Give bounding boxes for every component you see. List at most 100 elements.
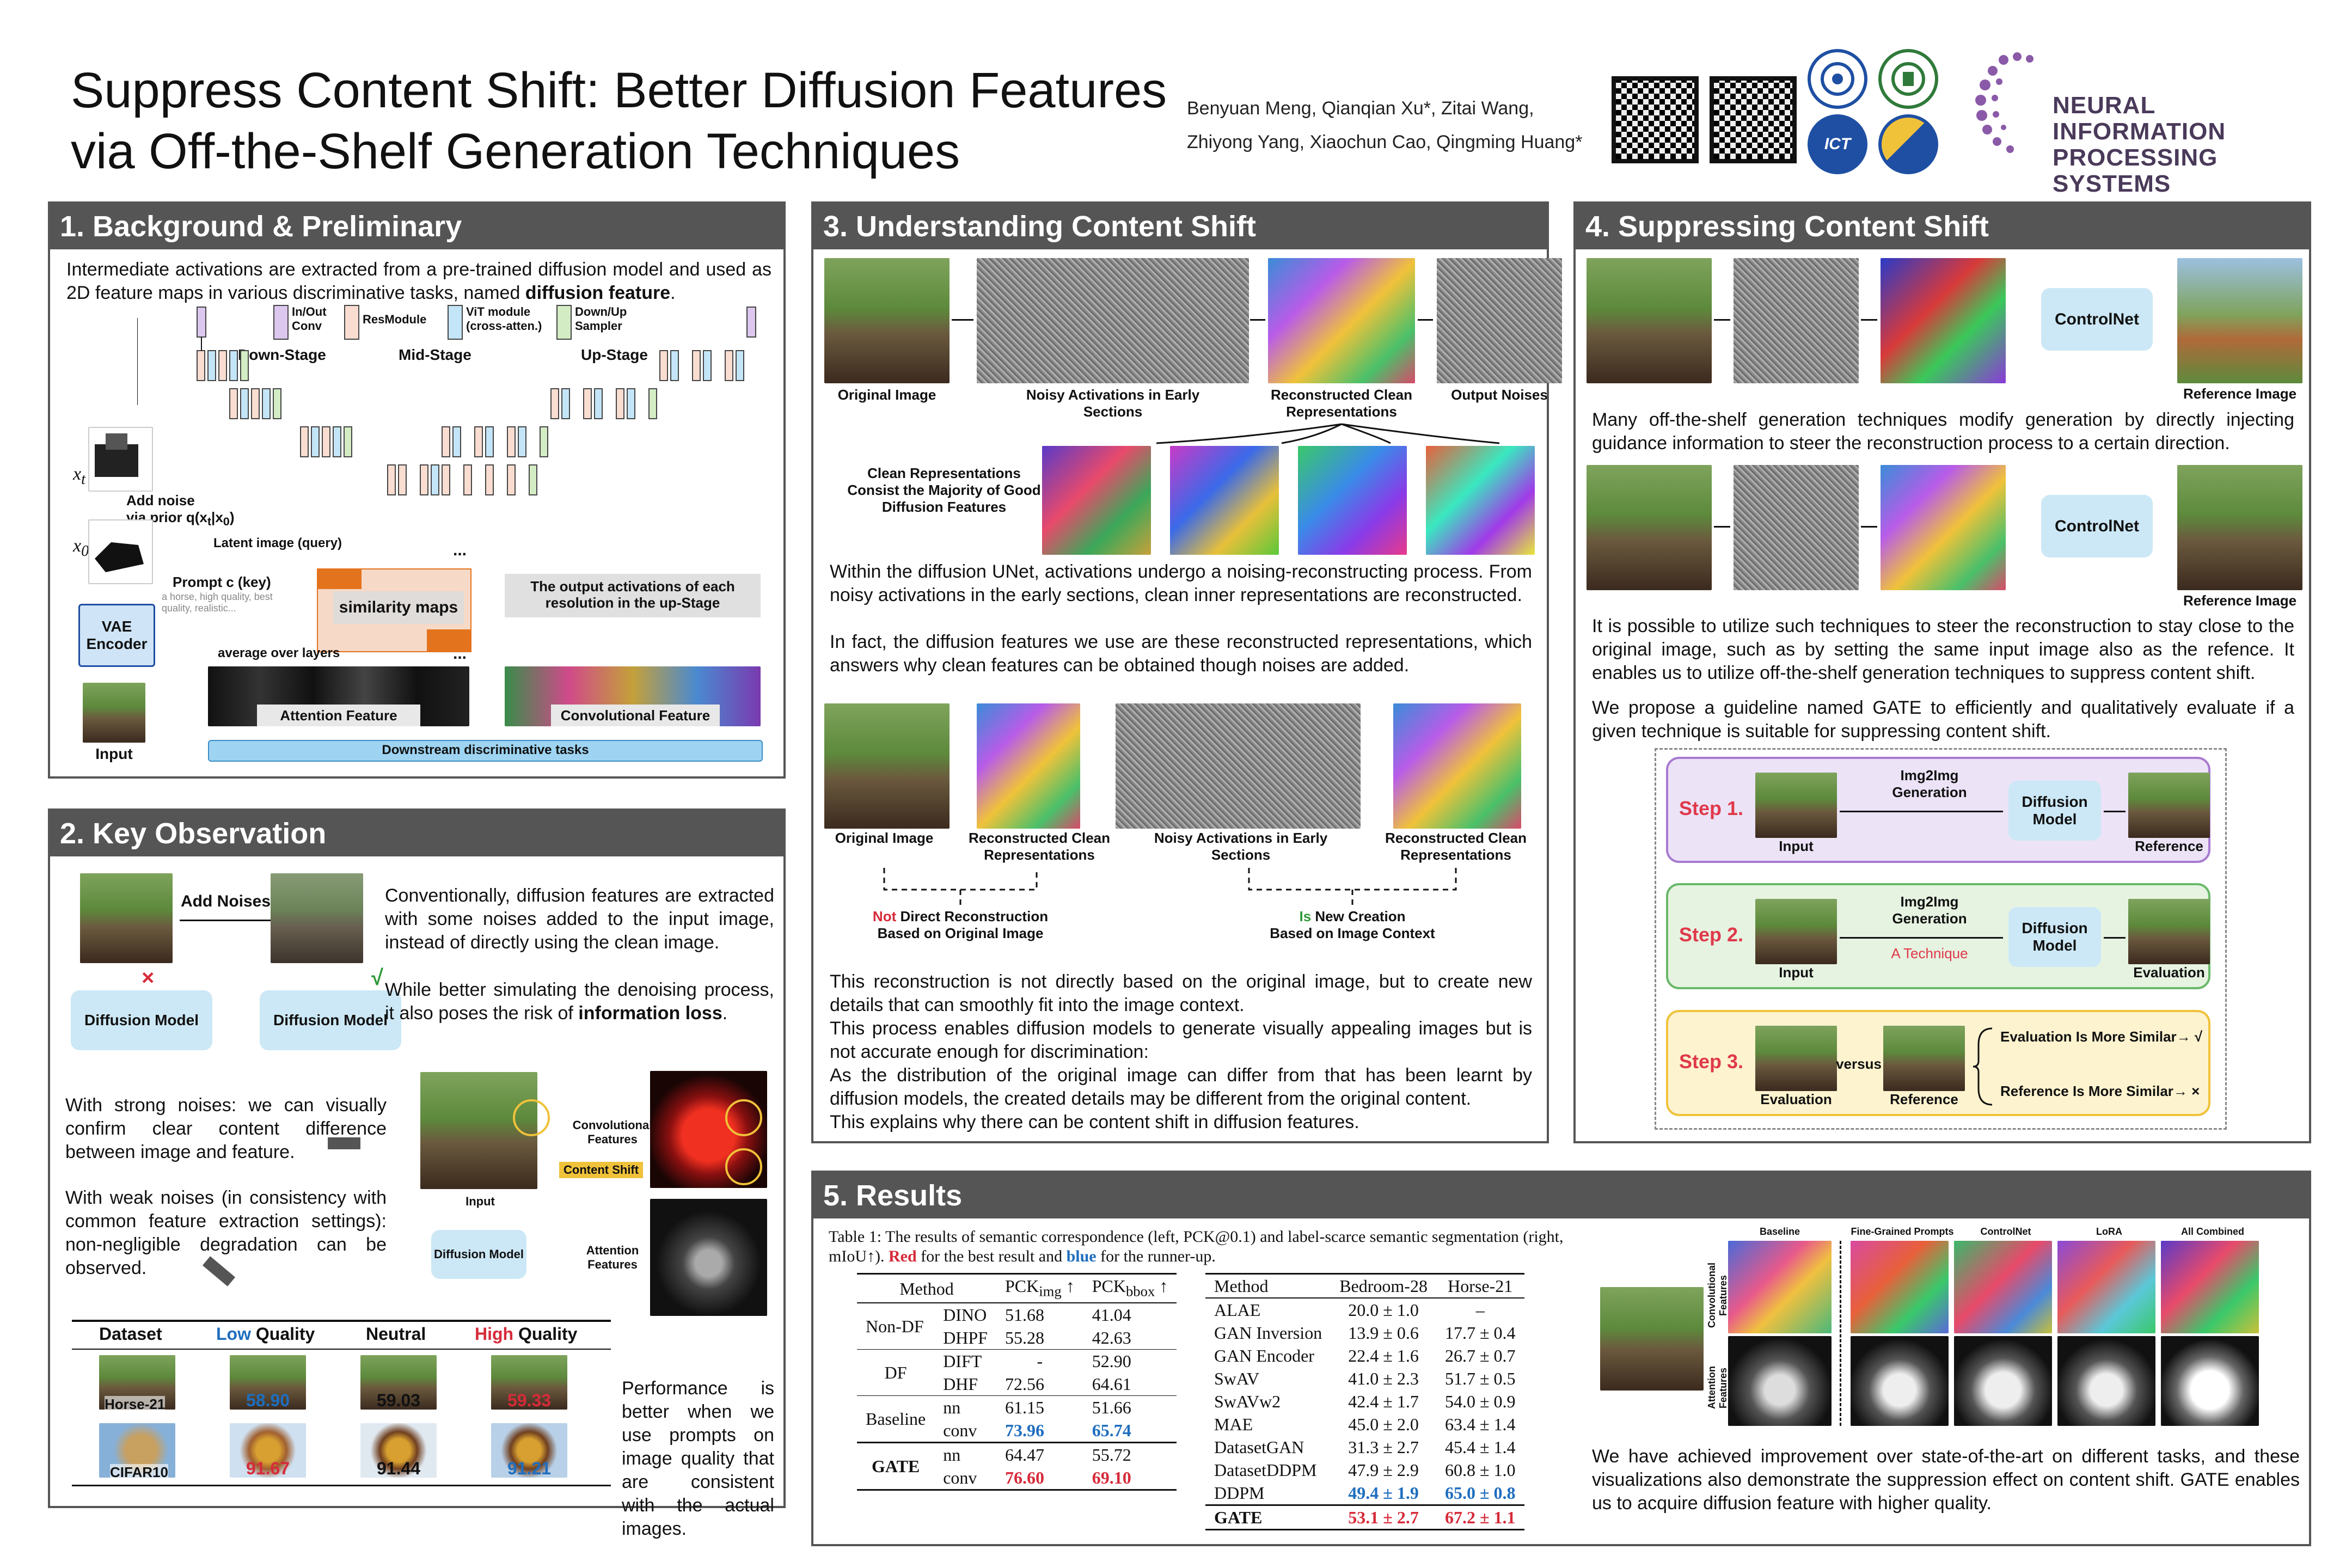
s4-noisy-2 — [1734, 465, 1859, 590]
conv-features-label: Convolutional Features — [572, 1118, 653, 1146]
diffusion-model-box-1: Diffusion Model — [71, 990, 212, 1050]
pck-value: 64.61 — [1092, 1374, 1131, 1394]
add-noise-arrow — [180, 920, 305, 921]
viz-attn-lora — [2057, 1336, 2155, 1426]
attention-features-label: Attention Features — [586, 1244, 639, 1271]
university-logo — [1878, 49, 1938, 109]
pck-method: nn — [943, 1398, 961, 1418]
s4-arrow-3 — [1714, 526, 1730, 528]
step3-label: Step 3. — [1679, 1050, 1744, 1073]
table-header-rule — [72, 1349, 611, 1350]
row-cifar10-high-image — [491, 1423, 567, 1478]
seg-value: 45.0 ± 2.0 — [1348, 1414, 1419, 1434]
s4-arrow-1 — [1714, 319, 1730, 321]
authors: Benyuan Meng, Qianqian Xu*, Zitai Wang, … — [1187, 98, 1583, 152]
col-dataset: Dataset — [99, 1324, 162, 1344]
check-mark: √ — [371, 966, 383, 990]
section-background: 1. Background & Preliminary Intermediate… — [48, 201, 786, 779]
step1-box: Step 1. Input Img2Img Generation Diffusi… — [1666, 757, 2210, 863]
seg-value: 60.8 ± 1.0 — [1444, 1460, 1516, 1480]
s3-label-original: Original Image — [837, 387, 936, 403]
qr-code-2[interactable] — [1710, 76, 1797, 163]
viz-col-lora: LoRA — [2096, 1226, 2122, 1237]
s3-mid-label-3: Noisy Activations in Early Sections — [1154, 830, 1328, 863]
s3-mid-label-1: Original Image — [835, 830, 934, 846]
pck-method: DINO — [943, 1305, 987, 1325]
s3-mid-label-2: Reconstructed Clean Representations — [968, 830, 1111, 863]
seg-value: 67.2 ± 1.1 — [1444, 1508, 1516, 1527]
controlnet-box-2: ControlNet — [2041, 495, 2153, 558]
seg-value: 26.7 ± 0.7 — [1444, 1346, 1516, 1365]
qr-code-1[interactable] — [1612, 76, 1699, 163]
viz-conv-prompts — [1851, 1241, 1949, 1333]
step1-diffusion-model: Diffusion Model — [2008, 781, 2101, 841]
neurips-line1: NEURAL INFORMATION — [2053, 92, 2226, 145]
pck-method: DHPF — [943, 1328, 988, 1348]
ucas-logo — [1808, 49, 1867, 109]
viz-attn-prompts — [1851, 1336, 1949, 1426]
viz-conv-combined — [2161, 1241, 2259, 1333]
s3-feature-3 — [1298, 446, 1407, 555]
strong-noise-arrow — [328, 1137, 360, 1149]
pck-value: 61.15 — [1005, 1398, 1044, 1418]
versus-label: versus — [1836, 1056, 1882, 1072]
step3-box: Step 3. Evaluation versus Reference Eval… — [1666, 1010, 2210, 1116]
x0-label: x0 — [73, 536, 89, 560]
section2-para1: Conventionally, diffusion features are e… — [385, 885, 774, 953]
section1-heading: 1. Background & Preliminary — [50, 204, 783, 249]
viz-row-attn: Attention Features — [1706, 1366, 1729, 1410]
add-noises-label: Add Noises — [181, 892, 271, 911]
xt-label: xt — [73, 464, 85, 488]
seg-value: 22.4 ± 1.6 — [1348, 1346, 1419, 1365]
seg-value: 31.3 ± 2.7 — [1348, 1437, 1419, 1457]
horse21-high-value: 59.33 — [507, 1391, 552, 1410]
col-high-quality: High Quality — [475, 1324, 578, 1344]
step1-label: Step 1. — [1679, 797, 1744, 819]
viz-conv-controlnet — [1954, 1241, 2052, 1333]
strong-noise-text: With strong noises: we can visually conf… — [65, 1095, 387, 1162]
step3-evaluation-image — [1755, 1026, 1837, 1091]
s3-para4: This process enables diffusion models to… — [830, 1018, 1532, 1062]
seg-method: DatasetGAN — [1214, 1437, 1304, 1457]
pck-method: conv — [943, 1468, 977, 1488]
pck-group-df: DF — [884, 1363, 907, 1383]
s4-shifted-feature — [1881, 258, 2006, 383]
s3-original-image — [824, 258, 950, 383]
is-new-creation: Is New Creation Based on Image Context — [1270, 908, 1435, 941]
content-shift-badge: Content Shift — [559, 1162, 644, 1178]
step1-input-label: Input — [1779, 838, 1814, 854]
pck-value: 42.63 — [1092, 1328, 1131, 1348]
s3-label-recon: Reconstructed Clean Representations — [1270, 387, 1413, 420]
horse21-low-value: 58.90 — [246, 1391, 290, 1410]
section-results: 5. Results Table 1: The results of seman… — [811, 1171, 2311, 1546]
step2-img2img: Img2Img Generation — [1892, 893, 1967, 927]
eval-more-similar: Evaluation Is More Similar→ √ — [2000, 1028, 2203, 1045]
s3-arrow-1 — [952, 319, 973, 321]
output-activations-note: The output activations of each resolutio… — [505, 574, 761, 617]
s4-reference-image-2 — [2177, 465, 2302, 590]
s4-input-1 — [1587, 258, 1712, 383]
table-bottom-rule — [72, 1485, 611, 1486]
s3-para3: This reconstruction is not directly base… — [830, 971, 1532, 1015]
s4-para1: Many off-the-shelf generation techniques… — [1592, 409, 2294, 454]
s3-noisy-activations — [977, 258, 1249, 383]
s3-feature-4 — [1426, 446, 1535, 555]
s4-reference-label-1: Reference Image — [2183, 385, 2297, 402]
not-direct-reconstruction: Not Direct Reconstruction Based on Origi… — [872, 908, 1049, 941]
s3-feature-1 — [1042, 446, 1151, 555]
viz-divider — [1840, 1241, 1841, 1426]
cifar10-low-value: 91.67 — [246, 1459, 290, 1478]
seg-value: 47.9 ± 2.9 — [1348, 1460, 1419, 1480]
conv-feature-label: Convolutional Feature — [551, 705, 720, 726]
poster-title: Suppress Content Shift: Better Diffusion… — [71, 63, 1167, 179]
attention-feature-label: Attention Feature — [257, 705, 420, 726]
legend-swatch-sampler — [556, 305, 572, 340]
seg-method: MAE — [1214, 1414, 1253, 1434]
legend-res: ResModule — [363, 313, 427, 326]
pck-value: 51.66 — [1092, 1398, 1131, 1418]
seg-value: 13.9 ± 0.6 — [1348, 1323, 1419, 1343]
pck-table: Method PCKimg ↑ PCKbbox ↑ Non-DF DINO 51.6… — [857, 1273, 1177, 1491]
seg-method: GATE — [1214, 1508, 1263, 1527]
attention-feature-heatmap — [650, 1199, 767, 1316]
s4-input-2 — [1587, 465, 1712, 590]
